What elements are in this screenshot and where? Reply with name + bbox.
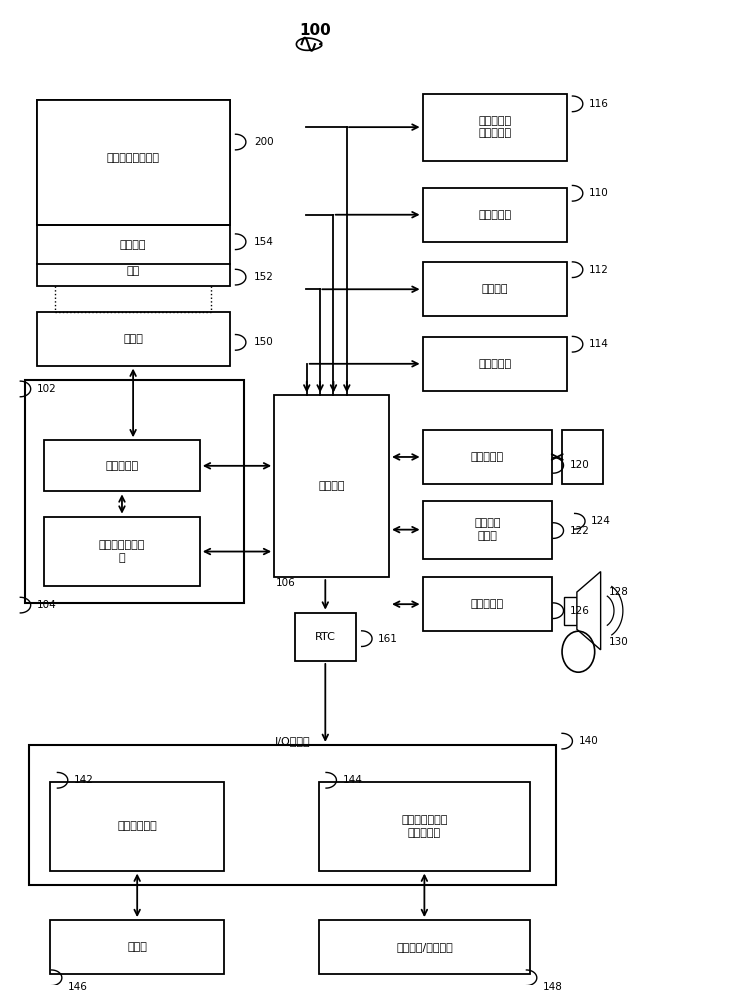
Text: 应用: 应用 — [126, 266, 140, 276]
Bar — [44, 440, 200, 491]
Text: 一个或多个处理
器: 一个或多个处理 器 — [99, 540, 145, 563]
Text: 106: 106 — [276, 578, 296, 588]
Text: 128: 128 — [609, 587, 629, 597]
Text: 存储器: 存储器 — [123, 334, 143, 344]
Bar — [423, 337, 567, 391]
Text: 126: 126 — [569, 606, 590, 616]
Text: 存储器接口: 存储器接口 — [105, 461, 138, 471]
Text: 130: 130 — [609, 637, 629, 647]
Text: 无线通信
子系统: 无线通信 子系统 — [474, 518, 500, 541]
Text: 一个或多个
其他传感器: 一个或多个 其他传感器 — [479, 116, 512, 138]
Bar — [423, 94, 567, 161]
Bar — [36, 100, 230, 225]
Text: 102: 102 — [36, 384, 57, 394]
Bar — [50, 920, 225, 974]
Text: 161: 161 — [378, 634, 398, 644]
Text: RTC: RTC — [314, 632, 336, 642]
Bar — [295, 613, 356, 661]
Bar — [50, 782, 225, 871]
Bar — [318, 920, 530, 974]
Bar — [423, 262, 567, 316]
Text: 150: 150 — [254, 337, 274, 347]
Text: 200: 200 — [254, 137, 274, 147]
Text: 光传感器: 光传感器 — [482, 284, 508, 294]
Bar — [423, 188, 567, 242]
Text: 122: 122 — [569, 526, 590, 536]
Text: 142: 142 — [74, 775, 94, 785]
Bar — [274, 395, 389, 577]
Text: 124: 124 — [591, 516, 611, 526]
Text: 运动传感器: 运动传感器 — [479, 210, 512, 220]
Bar — [423, 501, 553, 559]
Text: 一个或多个其他
输入控制器: 一个或多个其他 输入控制器 — [401, 815, 448, 838]
Bar — [423, 430, 553, 484]
Bar — [562, 430, 603, 484]
Bar — [563, 597, 577, 625]
Text: 外围接口: 外围接口 — [318, 481, 345, 491]
Bar — [26, 380, 244, 603]
Polygon shape — [577, 572, 600, 650]
Text: 154: 154 — [254, 237, 274, 247]
Bar — [44, 517, 200, 586]
Bar — [29, 745, 556, 885]
Text: 104: 104 — [36, 600, 57, 610]
Text: 110: 110 — [589, 188, 609, 198]
Text: 112: 112 — [589, 265, 609, 275]
Text: 触摸屏: 触摸屏 — [127, 942, 147, 952]
Text: 距离传感器: 距离传感器 — [479, 359, 512, 369]
Bar — [318, 782, 530, 871]
Text: I/O子系统: I/O子系统 — [275, 736, 311, 746]
Text: 120: 120 — [569, 460, 589, 470]
Text: 100: 100 — [299, 23, 331, 38]
Text: 116: 116 — [589, 99, 609, 109]
Bar — [36, 100, 230, 286]
Text: 触摸屏控制器: 触摸屏控制器 — [117, 821, 157, 831]
Text: 144: 144 — [342, 775, 362, 785]
Text: 音频子系统: 音频子系统 — [471, 599, 504, 609]
Bar — [423, 577, 553, 631]
Text: 146: 146 — [68, 982, 88, 992]
Text: 114: 114 — [589, 339, 609, 349]
Text: 148: 148 — [543, 982, 562, 992]
Text: 152: 152 — [254, 272, 274, 282]
Text: 操作系统: 操作系统 — [120, 240, 147, 250]
Bar — [36, 312, 230, 366]
Text: 相机子系统: 相机子系统 — [471, 452, 504, 462]
Text: 其他输入/控制设备: 其他输入/控制设备 — [396, 942, 453, 952]
Text: 140: 140 — [578, 736, 598, 746]
Text: 应用唤醒设置设备: 应用唤醒设置设备 — [107, 153, 160, 163]
